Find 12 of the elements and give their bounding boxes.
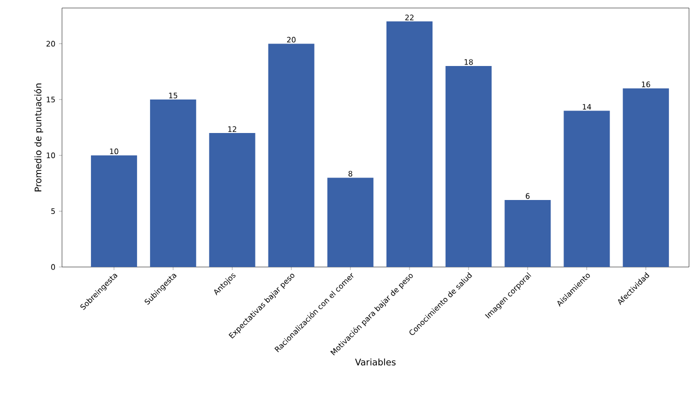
bar xyxy=(268,44,314,267)
bar xyxy=(90,155,138,267)
bar xyxy=(504,200,551,267)
x-axis-title: Variables xyxy=(355,358,396,366)
bar xyxy=(622,88,669,267)
bar xyxy=(564,110,610,267)
bar xyxy=(327,178,374,267)
bar xyxy=(209,133,256,267)
bar xyxy=(150,100,196,267)
y-axis-title: Promedio de puntuación xyxy=(34,84,44,192)
bar xyxy=(446,66,492,267)
bar xyxy=(386,21,433,267)
